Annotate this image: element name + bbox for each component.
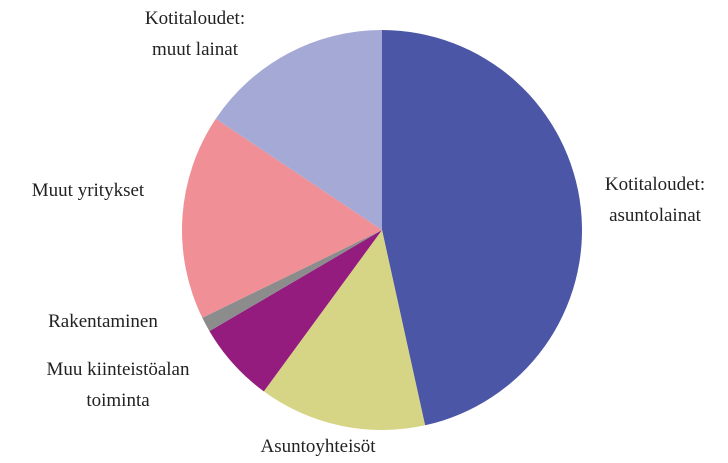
pie-slice — [263, 230, 426, 430]
slice-label: Rakentaminen — [48, 311, 158, 332]
slice-label: Asuntoyhteisöt — [260, 436, 376, 457]
slice-label: Kotitaloudet: muut lainat — [145, 8, 245, 60]
slice-label: Muut yritykset — [32, 180, 145, 201]
label-line: Kotitaloudet: — [605, 174, 705, 195]
slice-label: Kotitaloudet: asuntolainat — [605, 174, 705, 226]
label-line: Asuntoyhteisöt — [260, 436, 376, 457]
label-line: Muut yritykset — [32, 180, 145, 201]
pie-slice — [209, 230, 382, 392]
label-line: asuntolainat — [609, 205, 702, 226]
slice-label: Muu kiinteistöalan toiminta — [46, 359, 190, 411]
pie-slice — [182, 118, 382, 318]
pie-slice — [202, 230, 382, 332]
label-line: toiminta — [86, 390, 150, 411]
label-line: Muu kiinteistöalan — [46, 359, 190, 380]
pie-slice — [215, 30, 382, 230]
label-line: muut lainat — [152, 39, 239, 60]
pie-slice — [382, 30, 582, 426]
label-line: Rakentaminen — [48, 311, 158, 332]
label-line: Kotitaloudet: — [145, 8, 245, 29]
